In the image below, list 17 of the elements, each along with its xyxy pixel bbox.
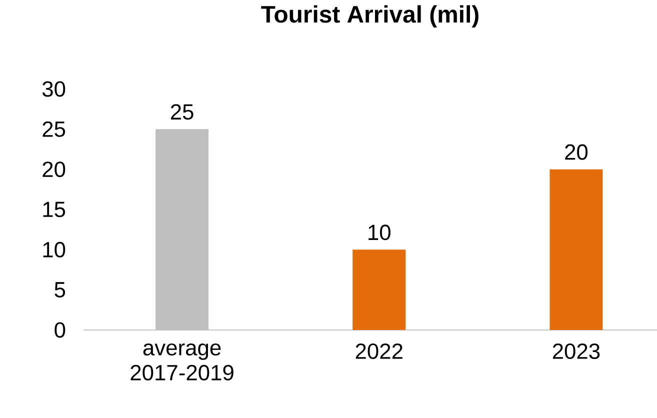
y-tick-label: 0: [54, 322, 66, 338]
x-tick-label: 2023: [552, 343, 600, 360]
bar: [352, 250, 406, 330]
bar: [156, 129, 209, 330]
bar: [550, 169, 603, 330]
y-tick-label: 5: [54, 282, 66, 298]
chart-title: Tourist Arrival (mil): [261, 5, 478, 28]
y-tick-label: 10: [43, 242, 66, 258]
y-tick-label: 20: [42, 162, 66, 178]
data-label: 25: [170, 104, 194, 120]
y-tick-label: 30: [42, 81, 66, 97]
y-tick-label: 25: [42, 121, 66, 137]
data-label: 10: [368, 224, 390, 240]
x-tick-label: average 2017-2019: [130, 344, 234, 380]
data-label: 20: [565, 144, 588, 160]
y-tick-label: 15: [43, 202, 66, 218]
x-tick-label: 2022: [356, 343, 402, 360]
